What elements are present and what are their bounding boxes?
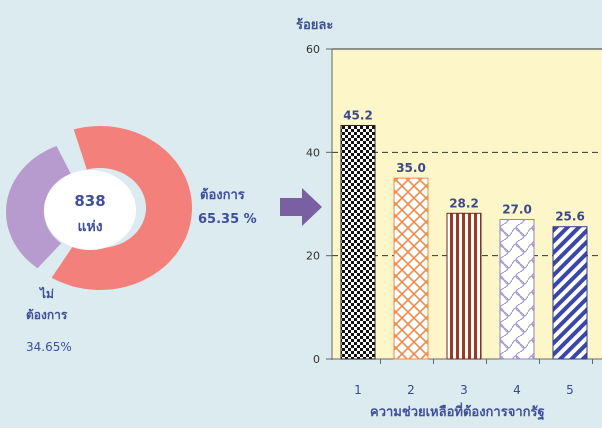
not-label-line1: ไม่ (40, 287, 54, 301)
bar-value-label: 28.2 (449, 196, 479, 210)
x-tick-label: 5 (566, 383, 574, 397)
x-tick-label: 1 (354, 383, 362, 397)
arrow-icon (280, 188, 322, 226)
want-label: ต้องการ (200, 188, 245, 203)
x-tick-label: 3 (460, 383, 468, 397)
y-tick-label: 0 (313, 353, 320, 366)
x-axis-label: ความช่วยเหลือที่ต้องการจากรัฐ (370, 405, 545, 420)
bar-5 (552, 226, 588, 360)
y-tick-label: 60 (306, 43, 320, 56)
x-tick-label: 4 (513, 383, 521, 397)
donut-center-unit: แห่ง (77, 219, 103, 235)
bar-2 (393, 177, 429, 360)
bar-value-label: 27.0 (502, 203, 532, 217)
donut-chart (6, 126, 193, 291)
bar-1 (340, 124, 376, 360)
donut-center-value: 838 (74, 192, 106, 210)
bar-4 (499, 219, 535, 360)
bar-value-label: 35.0 (396, 161, 426, 175)
x-tick-label: 2 (407, 383, 415, 397)
donut-slice-not (6, 145, 72, 269)
y-axis-label: ร้อยละ (296, 18, 334, 33)
bar-value-label: 25.6 (555, 210, 585, 224)
y-tick-label: 20 (306, 250, 320, 263)
bar-3 (446, 212, 482, 360)
y-tick-label: 40 (306, 146, 320, 159)
not-label-line2: ต้องการ (26, 308, 68, 322)
want-percent: 65.35 % (198, 212, 257, 227)
donut-center (44, 170, 136, 250)
bar-value-label: 45.2 (343, 108, 373, 122)
not-percent: 34.65% (26, 340, 72, 354)
bar-chart: 0 20 40 60 45.2 35.0 28.2 27.0 25.6 1 2 3 4 5 (306, 43, 602, 397)
